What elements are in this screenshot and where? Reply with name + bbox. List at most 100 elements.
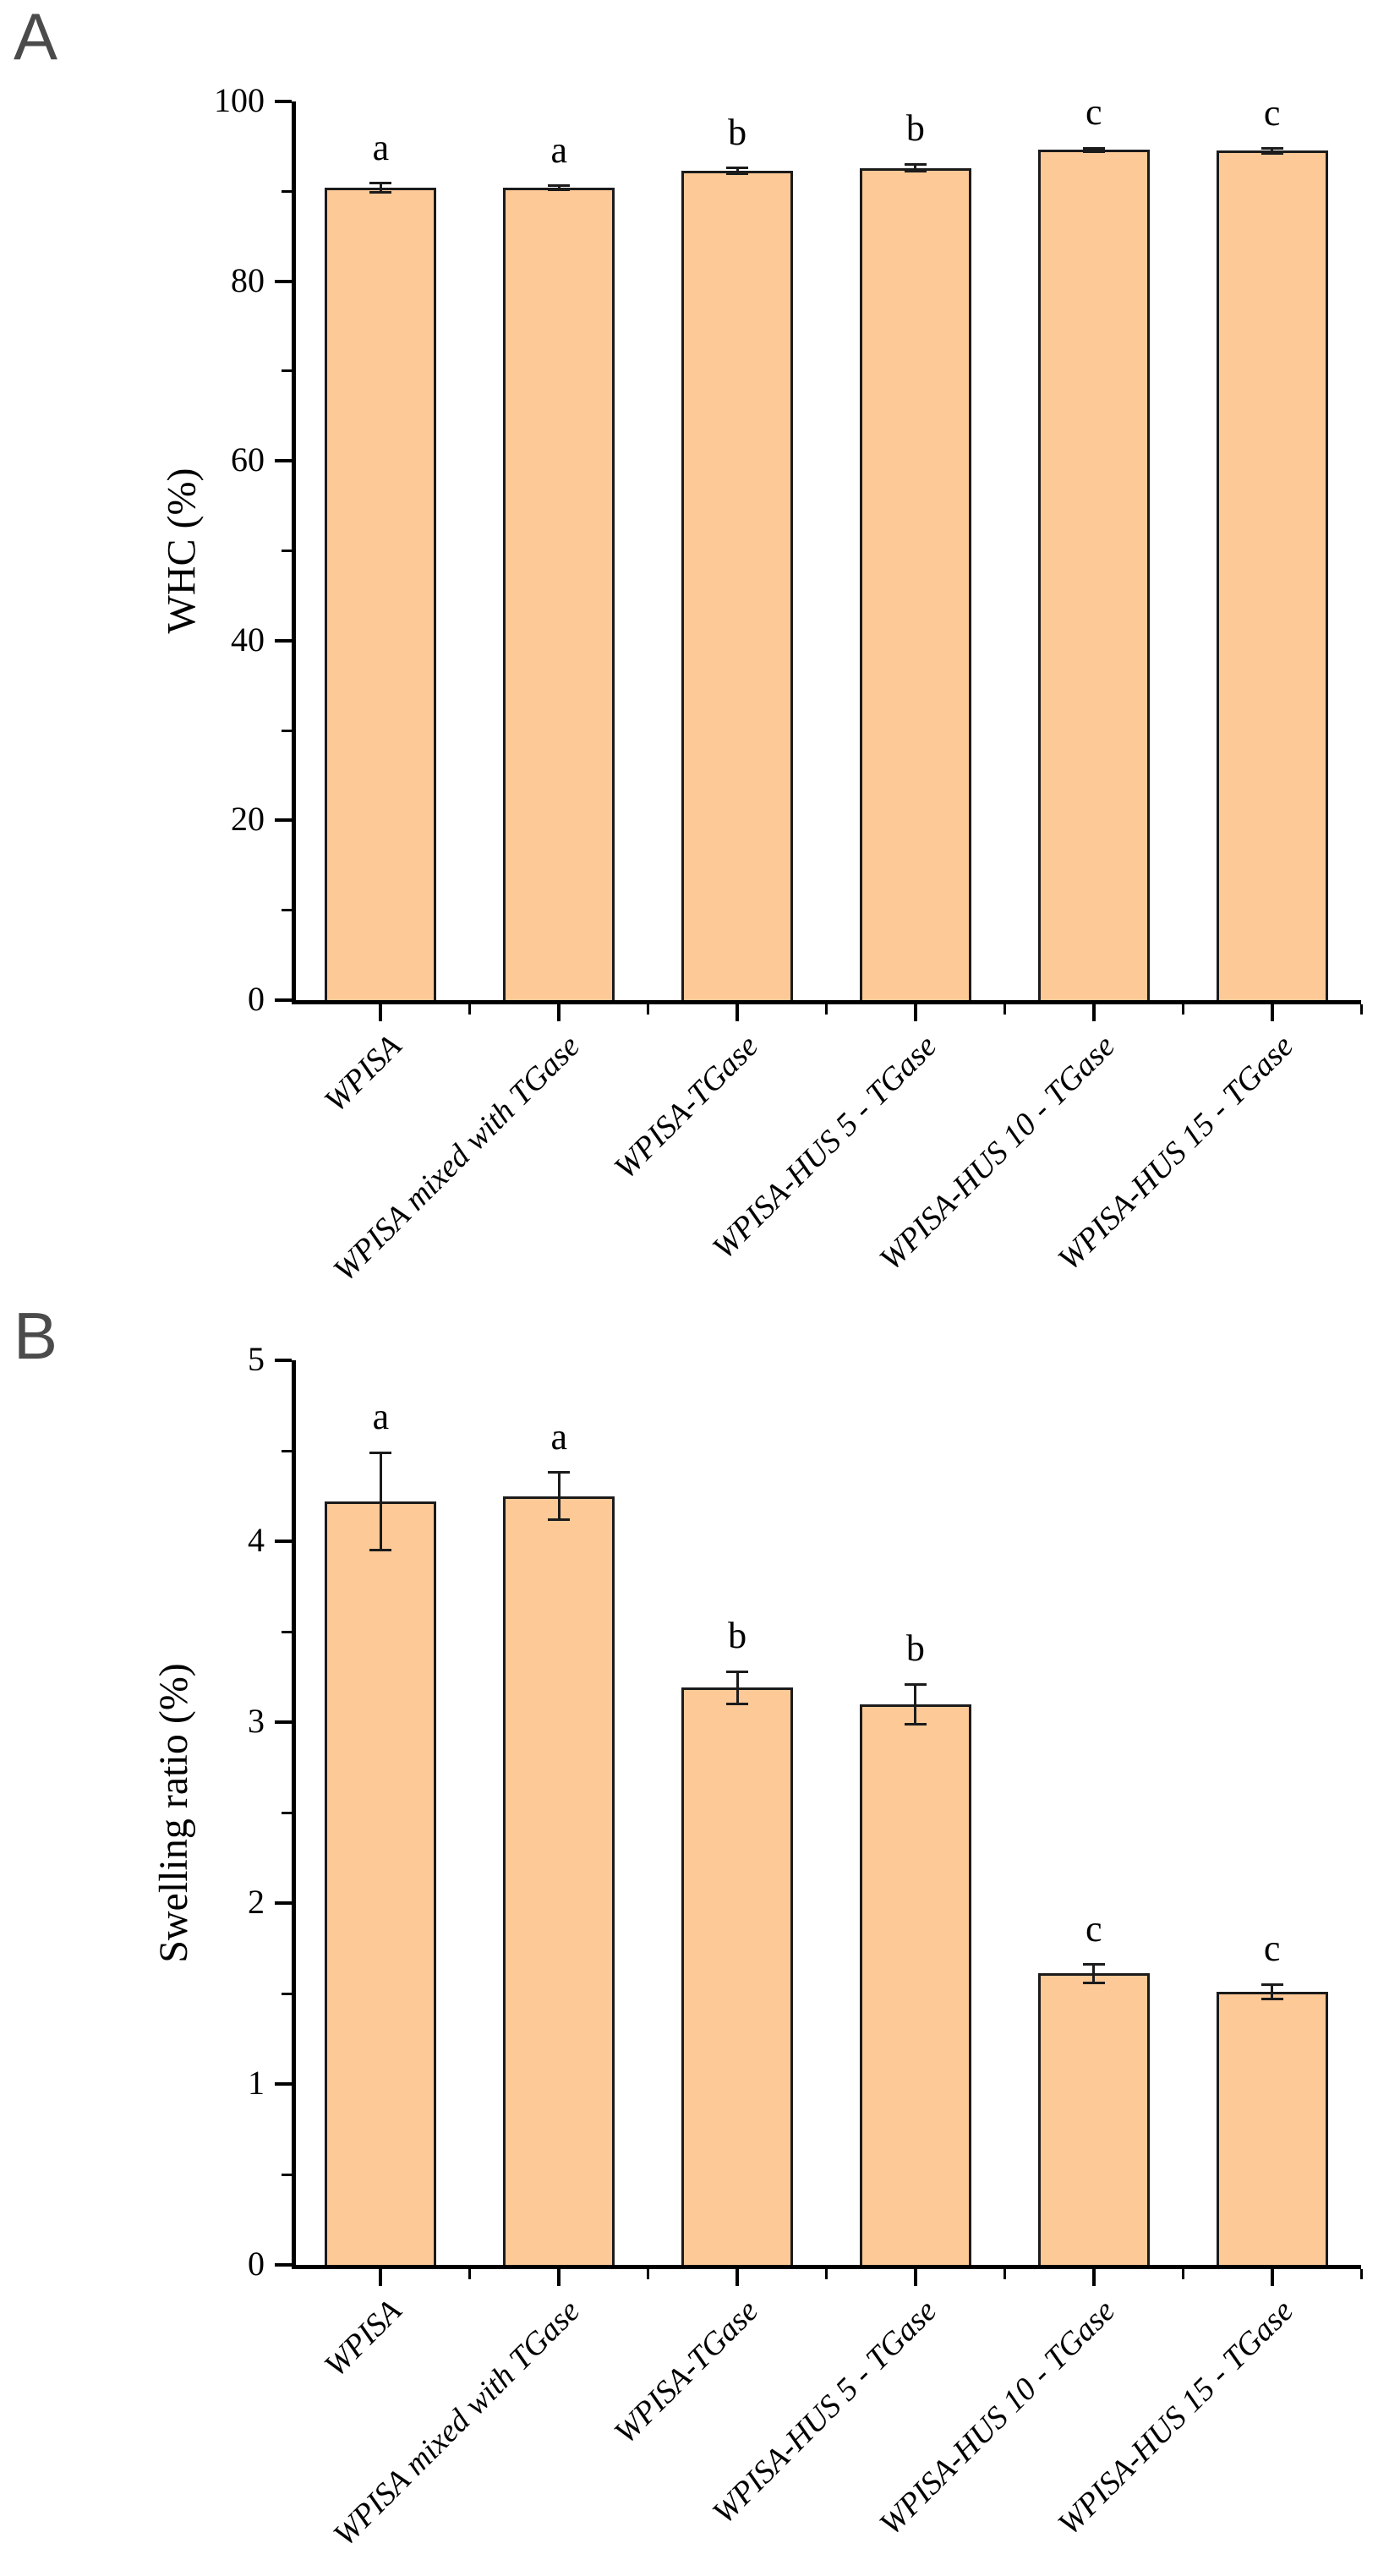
error-bar-cap-top <box>1082 1963 1105 1966</box>
x-major-tick <box>1091 2269 1096 2286</box>
x-major-tick <box>379 2269 383 2286</box>
x-major-tick <box>913 2269 917 2286</box>
y-minor-tick <box>282 189 292 193</box>
error-bar-cap-top <box>904 162 927 166</box>
bar <box>503 1496 615 2265</box>
bar <box>1216 150 1328 1000</box>
x-minor-tick <box>647 2269 650 2279</box>
plot-area-a: 0 20 40 60 80 100 a WPISA a WPISA mixed with TGas… <box>214 81 1363 1288</box>
x-axis-line <box>292 1000 1361 1004</box>
significance-letter: b <box>728 111 747 153</box>
significance-letter: a <box>550 1415 568 1458</box>
y-axis-line <box>292 1360 296 2269</box>
y-minor-tick <box>282 909 292 912</box>
y-minor-tick <box>282 729 292 732</box>
y-tick-label: 60 <box>231 440 265 479</box>
panel-a-letter: A <box>14 0 58 74</box>
bar <box>325 1501 437 2265</box>
error-bar-whisker <box>736 1671 739 1704</box>
significance-letter: b <box>905 107 925 150</box>
error-bar-cap-top <box>369 1451 392 1454</box>
x-axis-line <box>292 2265 1361 2269</box>
y-minor-tick <box>282 1630 292 1633</box>
y-tick-label: 2 <box>248 1883 265 1921</box>
y-minor-tick <box>282 1449 292 1452</box>
bar <box>859 167 971 1000</box>
significance-letter: c <box>1085 91 1102 134</box>
x-minor-tick <box>1181 1004 1184 1015</box>
error-bar-cap-bottom <box>548 188 571 191</box>
x-major-tick <box>736 2269 740 2286</box>
x-major-tick <box>557 1004 561 1021</box>
x-minor-tick <box>1359 2269 1363 2279</box>
y-major-tick <box>275 638 292 643</box>
error-bar-cap-top <box>726 1670 749 1673</box>
x-minor-tick <box>1003 1004 1006 1015</box>
error-bar-whisker <box>736 167 739 174</box>
significance-letter: a <box>550 129 568 171</box>
significance-letter: c <box>1263 91 1281 134</box>
bar <box>1216 1991 1328 2265</box>
y-tick-label: 20 <box>231 800 265 839</box>
x-major-tick <box>736 1004 740 1021</box>
x-minor-tick <box>468 1004 472 1015</box>
x-major-tick <box>913 1004 917 1021</box>
x-major-tick <box>1091 1004 1096 1021</box>
error-bar-cap-bottom <box>1260 151 1283 155</box>
error-bar-cap-top <box>369 182 392 185</box>
significance-letter: c <box>1085 1907 1102 1950</box>
x-major-tick <box>379 1004 383 1021</box>
y-minor-tick <box>282 1992 292 1995</box>
error-bar-whisker <box>379 1452 382 1551</box>
error-bar-cap-bottom <box>548 1518 571 1521</box>
significance-letter: b <box>728 1615 747 1657</box>
panel-a: A WHC (%) 0 20 40 60 80 100 a WPISA a WPISA mixed… <box>14 0 1363 1288</box>
y-major-tick <box>275 100 292 103</box>
error-bar-cap-top <box>904 1682 927 1686</box>
error-bar-whisker <box>379 183 382 193</box>
y-major-tick <box>275 2263 292 2267</box>
x-minor-tick <box>825 1004 828 1015</box>
y-tick-label: 4 <box>248 1521 265 1559</box>
error-bar-cap-top <box>548 1471 571 1474</box>
y-axis-line <box>292 101 296 1004</box>
error-bar-cap-top <box>726 167 749 170</box>
y-major-tick <box>275 279 292 283</box>
y-tick-label: 80 <box>231 260 265 299</box>
y-major-tick <box>275 459 292 463</box>
y-tick-label: 0 <box>248 980 265 1018</box>
bar <box>681 170 794 1000</box>
bar <box>503 188 615 1000</box>
y-minor-tick <box>282 2173 292 2176</box>
y-minor-tick <box>282 550 292 552</box>
bar <box>859 1704 971 2265</box>
error-bar-whisker <box>914 1684 917 1725</box>
error-bar-cap-bottom <box>904 1722 927 1726</box>
error-bar-whisker <box>1092 1964 1096 1983</box>
x-minor-tick <box>1359 1004 1363 1015</box>
y-minor-tick <box>282 369 292 373</box>
plot-area-b: 0 1 2 3 4 5 a WPISA a WPISA mixed with TGase b WPIS… <box>0 1293 1389 2576</box>
y-major-tick <box>275 1359 292 1362</box>
y-major-tick <box>275 1901 292 1905</box>
x-minor-tick <box>647 1004 650 1015</box>
error-bar-whisker <box>914 164 917 172</box>
significance-letter: a <box>372 126 390 168</box>
panel-b-letter: B <box>14 1299 58 1373</box>
error-bar-cap-bottom <box>1082 150 1105 154</box>
y-tick-label: 1 <box>248 2064 265 2102</box>
error-bar-cap-bottom <box>369 190 392 194</box>
error-bar-cap-top <box>548 184 571 188</box>
error-bar-whisker <box>1271 148 1274 154</box>
bar <box>325 188 437 1000</box>
significance-letter: b <box>905 1627 925 1670</box>
bar <box>681 1687 794 2265</box>
bar <box>1037 1973 1150 2265</box>
error-bar-whisker <box>557 1472 561 1520</box>
x-major-tick <box>1270 2269 1274 2286</box>
error-bar-cap-bottom <box>904 170 927 173</box>
y-major-tick <box>275 1540 292 1543</box>
bar <box>1037 150 1150 1000</box>
y-major-tick <box>275 2082 292 2086</box>
error-bar-cap-bottom <box>369 1549 392 1552</box>
